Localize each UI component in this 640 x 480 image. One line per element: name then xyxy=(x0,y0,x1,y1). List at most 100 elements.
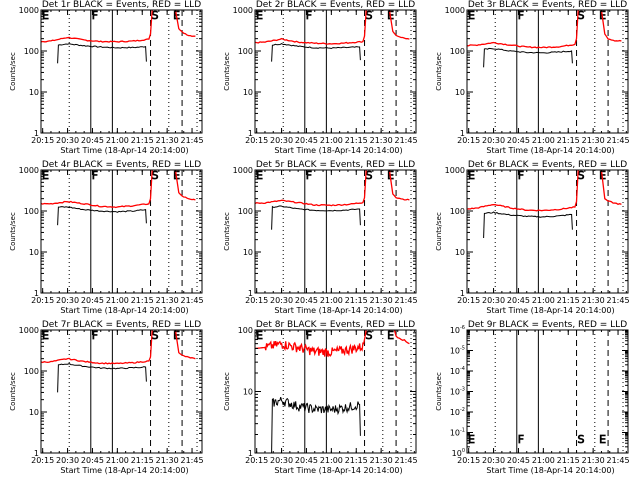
x-tick-label: 20:45 xyxy=(507,136,530,145)
marker-letter: S xyxy=(578,433,585,446)
y-tick-label: 10 xyxy=(243,248,253,257)
x-tick-label: 20:15 xyxy=(245,296,268,305)
x-tick-label: 21:15 xyxy=(557,456,580,465)
marker-letter: S xyxy=(152,169,159,182)
x-tick-label: 20:30 xyxy=(270,296,293,305)
marker-letter: E xyxy=(256,9,263,22)
y-tick-label: 100 xyxy=(452,448,465,458)
x-axis-label: Start Time (18-Apr-14 20:14:00) xyxy=(274,466,402,475)
marker-letter: F xyxy=(518,169,524,182)
x-tick-label: 20:15 xyxy=(31,456,54,465)
series-lld xyxy=(467,10,579,49)
marker-letter: S xyxy=(152,9,159,22)
plot-frame xyxy=(254,329,417,454)
y-tick-label: 100 xyxy=(238,207,253,216)
y-axis-label: Counts/sec xyxy=(435,212,443,251)
y-tick-exp: -5 xyxy=(460,346,465,352)
y-tick-exp: -3 xyxy=(460,387,465,393)
x-tick-label: 21:30 xyxy=(582,136,605,145)
x-tick-label: 20:15 xyxy=(31,296,54,305)
plot-frame xyxy=(40,329,203,454)
x-tick-label: 20:30 xyxy=(56,296,79,305)
y-tick-label: 1000 xyxy=(233,166,253,175)
series-events xyxy=(271,205,361,230)
plot-title: Det 2r BLACK = Events, RED = LLD xyxy=(256,0,415,10)
y-tick-base: 10 xyxy=(450,367,460,376)
x-tick-label: 21:30 xyxy=(156,456,179,465)
x-tick-label: 21:45 xyxy=(395,136,418,145)
series-events xyxy=(57,206,147,226)
plot-title: Det 9r BLACK = Events, RED = LLD xyxy=(468,320,627,330)
marker-letter: S xyxy=(366,329,373,342)
y-tick-label: 10 xyxy=(455,88,465,97)
y-tick-label: 10 xyxy=(29,248,39,257)
marker-letter: E xyxy=(42,9,49,22)
marker-letter: E xyxy=(387,329,394,342)
x-tick-label: 20:30 xyxy=(482,296,505,305)
x-tick-label: 20:15 xyxy=(31,136,54,145)
y-tick-label: 100 xyxy=(24,367,39,376)
y-tick-label: 1 xyxy=(248,289,253,298)
y-axis-label: Counts/sec xyxy=(223,212,231,251)
series-lld xyxy=(467,170,579,212)
marker-letter: E xyxy=(468,433,475,446)
x-tick-label: 20:45 xyxy=(81,456,104,465)
x-tick-label: 21:45 xyxy=(395,456,418,465)
x-axis-label: Start Time (18-Apr-14 20:14:00) xyxy=(274,306,402,315)
x-tick-label: 20:15 xyxy=(457,296,480,305)
series-events xyxy=(271,396,361,453)
x-tick-label: 20:30 xyxy=(56,136,79,145)
series-lld xyxy=(255,330,367,358)
y-tick-label: 10 xyxy=(29,408,39,417)
y-axis-label: Counts/sec xyxy=(435,372,443,411)
y-tick-exp: 0 xyxy=(462,448,465,454)
series-lld xyxy=(41,330,153,365)
x-tick-label: 21:15 xyxy=(131,296,154,305)
x-tick-label: 21:15 xyxy=(345,296,368,305)
x-tick-label: 21:15 xyxy=(557,136,580,145)
x-tick-label: 20:45 xyxy=(295,136,318,145)
y-tick-label: 1 xyxy=(34,129,39,138)
marker-letter: S xyxy=(578,9,585,22)
x-tick-label: 21:45 xyxy=(181,136,204,145)
x-tick-label: 21:45 xyxy=(181,456,204,465)
y-tick-base: 10 xyxy=(450,326,460,335)
x-tick-label: 21:00 xyxy=(106,296,129,305)
y-tick-exp: -4 xyxy=(460,366,465,372)
y-tick-label: 1 xyxy=(248,449,253,458)
series-lld-after- xyxy=(388,170,410,201)
y-tick-label: 1 xyxy=(460,289,465,298)
y-tick-label: 1000 xyxy=(445,166,465,175)
y-tick-label: 10-5 xyxy=(450,346,465,356)
y-tick-label: 1 xyxy=(34,449,39,458)
y-tick-label: 10-6 xyxy=(450,325,465,335)
x-axis-label: Start Time (18-Apr-14 20:14:00) xyxy=(60,306,188,315)
marker-letter: F xyxy=(92,169,98,182)
marker-letter: F xyxy=(92,329,98,342)
x-axis-label: Start Time (18-Apr-14 20:14:00) xyxy=(486,466,614,475)
x-tick-label: 20:30 xyxy=(482,456,505,465)
x-tick-label: 21:45 xyxy=(607,136,630,145)
plot-frame xyxy=(466,169,629,294)
plot-title: Det 7r BLACK = Events, RED = LLD xyxy=(42,320,201,330)
series-lld-after- xyxy=(393,330,410,345)
marker-letter: F xyxy=(306,9,312,22)
x-axis-label: Start Time (18-Apr-14 20:14:00) xyxy=(486,306,614,315)
marker-letter: F xyxy=(306,169,312,182)
y-tick-label: 1000 xyxy=(445,6,465,15)
x-tick-label: 20:15 xyxy=(457,456,480,465)
marker-letter: E xyxy=(42,169,49,182)
y-tick-label: 10-2 xyxy=(450,407,465,417)
x-tick-label: 20:45 xyxy=(81,296,104,305)
marker-letter: S xyxy=(152,329,159,342)
plot-frame xyxy=(254,9,417,134)
x-tick-label: 20:30 xyxy=(482,136,505,145)
series-lld-after- xyxy=(174,170,196,201)
x-tick-label: 21:15 xyxy=(345,456,368,465)
y-tick-label: 10 xyxy=(243,388,253,397)
y-axis-label: Counts/sec xyxy=(223,372,231,411)
y-tick-label: 1000 xyxy=(19,326,39,335)
series-lld xyxy=(255,10,367,45)
y-tick-exp: -1 xyxy=(460,428,465,434)
